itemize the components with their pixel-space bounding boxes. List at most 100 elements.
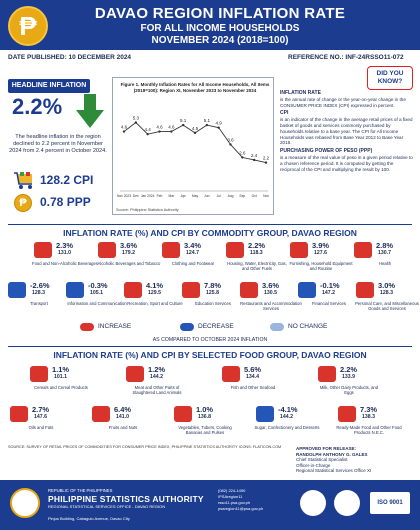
commodity-item: 3.6% 179.2 Alcoholic Beverages and Tobacco: [96, 240, 162, 278]
food-name: Fish and Other Seafood: [230, 385, 276, 390]
data-label: 4.9: [216, 121, 223, 126]
data-label: 2.4: [251, 153, 258, 158]
commodity-name: Food and Non-Alcoholic Beverages: [32, 261, 98, 266]
food-item: -4.1% 144.2 Sugar, Confectionery and Desse…: [254, 404, 320, 442]
food-name: Oils and Fats: [28, 425, 54, 430]
commodity-cpi: 179.2: [122, 250, 135, 256]
data-point: [229, 143, 232, 146]
food-item: 7.3% 138.3 Ready-Made Food and Other Food …: [336, 404, 402, 442]
headline-text: The headline inflation in the region dec…: [9, 134, 107, 154]
report-title: DAVAO REGION INFLATION RATE: [94, 5, 346, 22]
commodity-item: 2.2% 118.3 Housing, Water, Electricity, Ga…: [224, 240, 290, 278]
definitions-panel: INFLATION RATE is the annual rate of cha…: [280, 88, 414, 172]
food-cpi: 138.3: [362, 414, 375, 420]
commodity-rate: -0.3%: [88, 281, 108, 290]
food-item: 1.2% 144.2 Meat and Other Parts of Slaught…: [124, 364, 190, 402]
data-point: [134, 121, 138, 124]
food-name: Meat and Other Parts of Slaughtered Land…: [132, 385, 182, 395]
footer-website[interactable]: rsso11.psa.gov.ph: [218, 500, 251, 505]
food-rate: 7.3%: [360, 405, 378, 414]
commodity-cpi: 125.8: [206, 290, 219, 296]
food-rate: 6.4%: [114, 405, 132, 414]
commodity-rate: 4.1%: [146, 281, 164, 290]
data-label: 4.6: [156, 125, 163, 130]
footer-republic: REPUBLIC OF THE PHILIPPINES: [48, 488, 113, 493]
food-item: 1.0% 136.8 Vegetables, Tubers, Cooking Ban…: [172, 404, 238, 442]
commodity-item: 7.8% 125.8 Education Services: [180, 280, 246, 318]
food-rate: -4.1%: [278, 405, 298, 414]
report-subtitle: FOR ALL INCOME HOUSEHOLDS: [140, 23, 300, 34]
data-point: [170, 130, 173, 133]
data-point: [158, 130, 161, 133]
commodity-name: Information and Communication: [67, 301, 127, 306]
food-name: Cereals and Cereal Products: [34, 385, 88, 390]
x-tick-label: Feb: [157, 194, 163, 198]
footer-facebook[interactable]: /PSAregion11: [218, 494, 243, 499]
food-cpi: 147.6: [34, 414, 47, 420]
commodity-category-icon: [298, 282, 316, 298]
commodity-item: 2.3% 131.0 Food and Non-Alcoholic Beverage…: [32, 240, 98, 278]
publication-info: DATE PUBLISHED: 10 DECEMBER 2024 REFEREN…: [0, 50, 420, 66]
data-label: 3.6: [227, 137, 234, 142]
food-cpi: 136.8: [198, 414, 211, 420]
commodity-cpi: 130.7: [378, 250, 391, 256]
decrease-swatch: [180, 323, 194, 331]
food-name: Vegetables, Tubers, Cooking Bananas and …: [178, 425, 232, 435]
commodity-name: Education Services: [195, 301, 231, 306]
commodity-item: 2.8% 130.7 Health: [352, 240, 418, 278]
commodity-category-icon: [98, 242, 116, 258]
iso-badge: ISO 9001: [370, 492, 410, 514]
commodity-rate: 3.6%: [262, 281, 280, 290]
commodity-category-icon: [240, 282, 258, 298]
commodity-item: -0.3% 105.1 Information and Communication: [64, 280, 130, 318]
food-name: Sugar, Confectionery and Desserts: [254, 425, 320, 430]
data-label: 4.5: [192, 126, 199, 131]
commodity-rate: 3.0%: [378, 281, 396, 290]
approver-name: RANDOLPH ANTHONY G. GALES: [296, 451, 368, 457]
legend-increase: INCREASE: [98, 323, 132, 330]
data-label: 5.3: [133, 116, 140, 121]
chart-source: Source: Philippine Statistics Authority: [116, 208, 179, 212]
footer-email[interactable]: psaregion11@psa.gov.ph: [218, 506, 264, 511]
ppp-definition: is a measure of the real value of peso i…: [280, 154, 413, 172]
food-rate: 1.0%: [196, 405, 214, 414]
data-point: [181, 123, 185, 127]
data-point: [122, 130, 126, 133]
down-arrow-icon: [76, 94, 104, 128]
ppp-value: 0.78 PPP: [40, 195, 91, 209]
reference-number: REFERENCE NO.: INF-24RSSO11-072: [288, 54, 404, 61]
data-label: 4.4: [145, 127, 152, 132]
commodity-category-icon: [66, 282, 84, 298]
commodity-name: Financial Services: [312, 301, 346, 306]
commodity-category-icon: [182, 282, 200, 298]
commodity-cpi: 129.5: [148, 290, 161, 296]
commodity-cpi: 128.3: [380, 290, 393, 296]
commodity-category-icon: [162, 242, 180, 258]
data-point: [252, 158, 256, 162]
commodity-cpi: 118.3: [250, 250, 263, 256]
x-tick-label: Mar: [168, 194, 175, 198]
data-point: [241, 156, 244, 159]
food-cpi: 101.1: [54, 374, 67, 380]
food-item: 5.6% 134.4 Fish and Other Seafood: [220, 364, 286, 402]
food-rate: 1.1%: [52, 365, 70, 374]
inflation-rate-definition: is the annual rate of change or the year…: [280, 96, 406, 108]
cpi-value: 128.2 CPI: [40, 173, 94, 187]
commodity-name: Housing, Water, Electricity, Gas, and Ot…: [227, 261, 287, 271]
data-label: 2.2: [263, 156, 270, 161]
did-you-know-badge: DID YOU KNOW?: [367, 66, 413, 90]
data-label: 5.1: [204, 118, 211, 123]
commodity-category-icon: [356, 282, 374, 298]
commodity-cpi: 130.5: [264, 290, 277, 296]
commodity-rate: 2.8%: [376, 241, 394, 250]
commodity-name: Clothing and Footwear: [171, 261, 215, 266]
footer-phone[interactable]: (082) 224-1490: [218, 488, 246, 493]
commodity-item: 3.6% 130.5 Restaurants and Accommodation S…: [238, 280, 304, 318]
food-section-title: INFLATION RATE (%) AND CPI BY SELECTED F…: [53, 350, 367, 360]
commodity-category-icon: [226, 242, 244, 258]
commodity-rate: -2.6%: [30, 281, 50, 290]
food-rate: 2.7%: [32, 405, 50, 414]
commodity-item: 3.0% 128.3 Personal Care, and Miscellaneou…: [354, 280, 420, 318]
x-tick-label: Aug: [228, 194, 234, 198]
x-tick-label: Oct: [252, 194, 257, 198]
